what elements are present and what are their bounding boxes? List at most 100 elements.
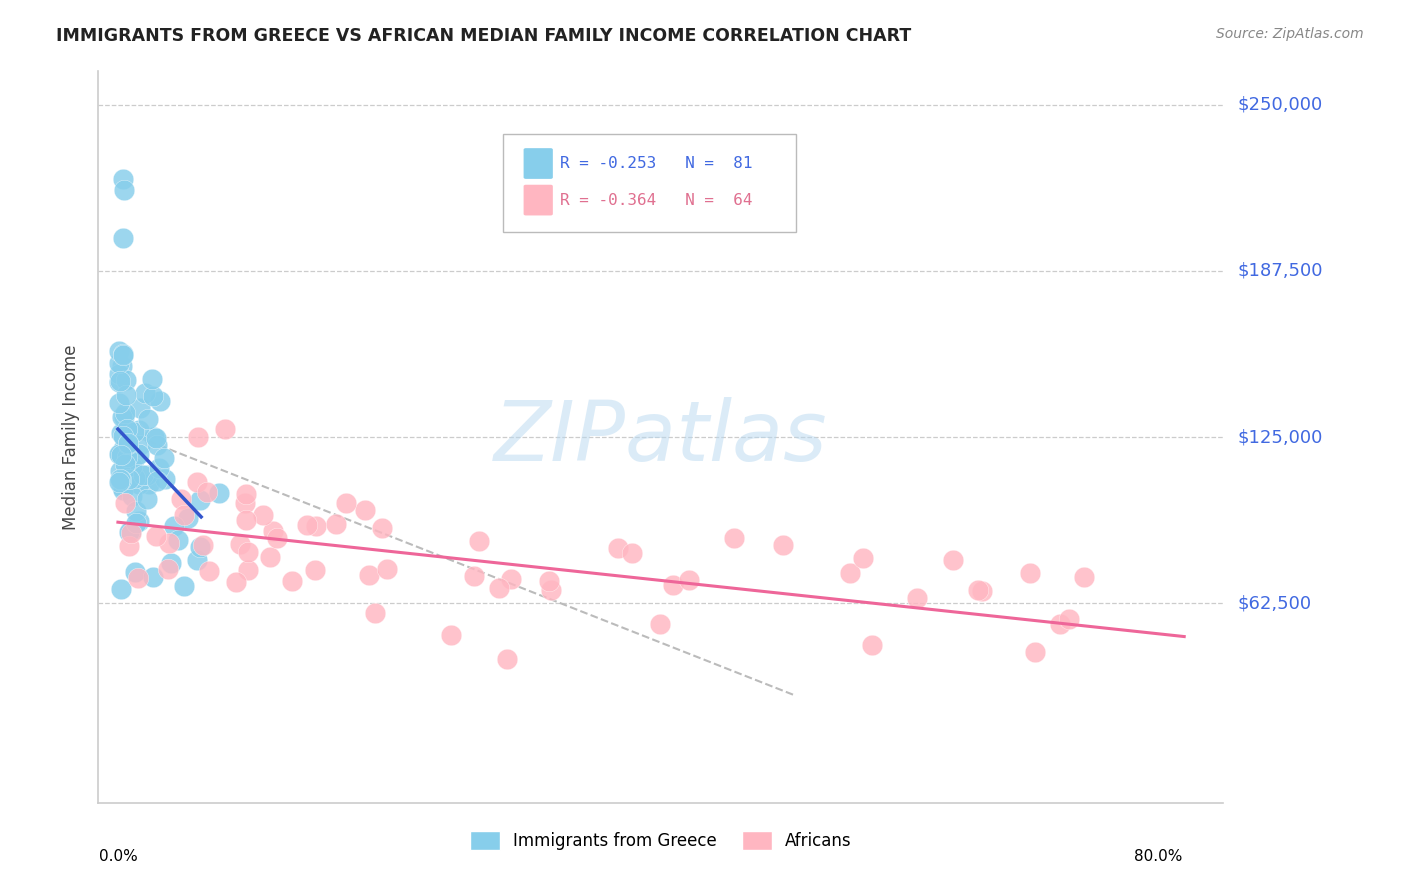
Point [111,483,134,497]
Point [860,638,883,652]
Point [115,465,138,479]
Point [225,574,247,589]
Point [142,389,165,403]
Point [112,429,135,443]
Point [138,412,160,426]
Point [153,472,176,486]
Point [115,450,138,464]
Point [121,489,143,503]
Point [110,582,132,596]
Point [134,386,156,401]
Text: R = -0.364   N =  64: R = -0.364 N = 64 [560,193,752,208]
Point [108,475,131,490]
Point [142,570,165,584]
Point [121,458,143,473]
Point [108,464,131,478]
Point [114,388,136,402]
Text: $187,500: $187,500 [1237,262,1323,280]
Point [112,348,135,362]
Point [115,458,138,472]
Point [120,524,142,538]
Point [124,471,146,485]
Point [108,374,131,388]
Point [188,540,211,554]
Point [115,422,138,436]
Point [375,562,398,576]
Point [127,571,149,585]
Point [135,492,157,507]
Point [108,376,131,390]
Text: $62,500: $62,500 [1237,594,1312,612]
Point [195,485,218,500]
Point [142,430,165,444]
Point [252,508,274,522]
Point [115,373,138,387]
Point [235,487,257,501]
Point [110,447,132,461]
Point [120,526,142,541]
Point [114,496,136,510]
Point [972,584,994,599]
Point [157,535,180,549]
Point [467,534,489,549]
Point [118,472,141,486]
Point [124,450,146,465]
Text: 80.0%: 80.0% [1135,849,1182,864]
Point [122,425,145,439]
Point [621,546,644,560]
Text: ZIPatlas: ZIPatlas [494,397,828,477]
Point [170,492,193,507]
Point [111,480,134,494]
Point [166,533,188,547]
Point [262,524,284,538]
Point [723,531,745,545]
Point [852,551,875,566]
Point [495,652,517,666]
Point [146,475,169,489]
Point [661,578,683,592]
Point [537,574,560,588]
Point [281,574,304,588]
Point [117,436,139,450]
Point [191,538,214,552]
FancyBboxPatch shape [523,185,553,216]
Point [325,516,347,531]
Point [129,401,152,415]
Point [111,231,134,245]
Point [488,581,510,595]
Point [145,438,167,452]
Text: R = -0.253   N =  81: R = -0.253 N = 81 [560,156,752,171]
Point [236,563,259,577]
Point [439,628,461,642]
Point [187,430,209,444]
Point [108,356,131,370]
Point [110,473,132,487]
Text: $250,000: $250,000 [1237,95,1323,113]
Y-axis label: Median Family Income: Median Family Income [62,344,80,530]
Point [115,450,138,465]
Point [499,572,522,586]
Point [111,359,134,373]
Point [108,472,131,486]
Text: IMMIGRANTS FROM GREECE VS AFRICAN MEDIAN FAMILY INCOME CORRELATION CHART: IMMIGRANTS FROM GREECE VS AFRICAN MEDIAN… [56,27,911,45]
Point [238,545,260,559]
Point [159,556,181,570]
Point [108,344,131,359]
Point [176,511,198,525]
Point [371,520,394,534]
Point [128,514,150,528]
Point [118,539,141,553]
Point [149,394,172,409]
Point [208,486,231,500]
Point [1073,570,1095,584]
Point [108,367,131,381]
Point [186,553,208,567]
Point [112,410,135,425]
Point [1018,566,1040,581]
Point [132,468,155,483]
Text: $125,000: $125,000 [1237,428,1323,446]
Point [304,519,326,533]
Point [128,476,150,491]
Point [138,476,160,491]
Text: Source: ZipAtlas.com: Source: ZipAtlas.com [1216,27,1364,41]
